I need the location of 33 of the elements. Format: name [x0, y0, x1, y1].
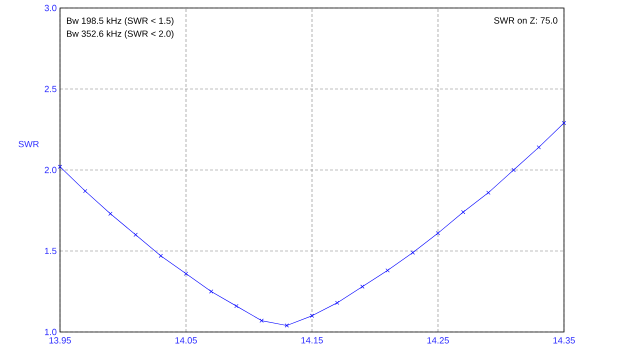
y-tick-label: 2.5 [44, 86, 56, 92]
point [486, 190, 490, 195]
point [461, 210, 466, 214]
point [386, 268, 390, 272]
point [512, 168, 516, 172]
point [310, 314, 314, 318]
x-tick-label: 14.15 [301, 337, 323, 344]
x-tick-label: 14.05 [175, 337, 197, 344]
point [260, 318, 264, 323]
point [108, 212, 112, 216]
point [134, 232, 138, 237]
x-tick-label: 14.25 [427, 337, 449, 344]
point [536, 145, 541, 150]
x-tick-label: 14.35 [553, 337, 575, 344]
point [83, 188, 88, 194]
annotation: SWR on Z: 75.0 [494, 17, 558, 24]
point [360, 284, 364, 289]
point [158, 254, 163, 258]
y-tick-label: 2.0 [44, 166, 56, 174]
annotation: Bw 198.5 kHz (SWR < 1.5) [66, 17, 174, 26]
point [410, 250, 415, 255]
x-tick-label: 13.95 [49, 337, 71, 344]
y-tick-label: 1.5 [44, 248, 56, 254]
annotation: Bw 352.6 kHz (SWR < 2.0) [66, 30, 174, 39]
y-tick-label: 1.0 [44, 328, 56, 336]
y-tick-label: 3.0 [44, 4, 56, 12]
point [284, 323, 289, 328]
point [184, 272, 188, 276]
point [436, 231, 440, 236]
point [209, 289, 214, 294]
point [335, 300, 340, 305]
point [234, 304, 238, 308]
y-axis-title: SWR [18, 140, 39, 148]
